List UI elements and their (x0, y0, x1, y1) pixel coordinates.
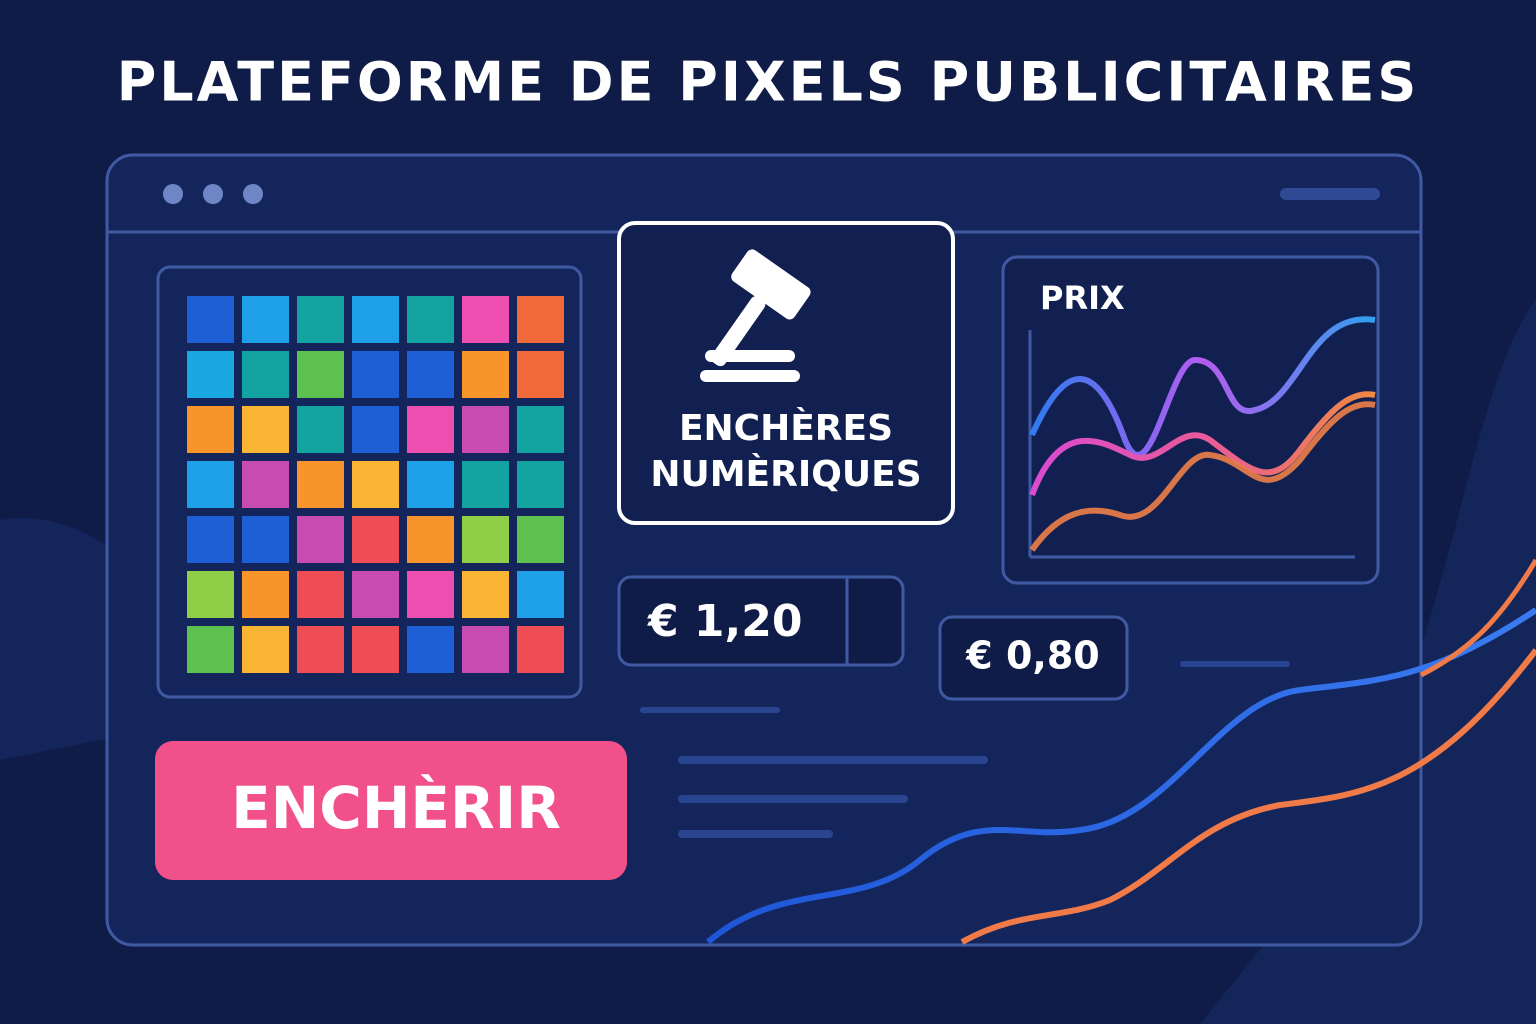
window-bar (1280, 188, 1380, 200)
pixel-cell[interactable] (242, 461, 289, 508)
pixel-cell[interactable] (462, 406, 509, 453)
pixel-cell[interactable] (462, 626, 509, 673)
bid-button-label[interactable]: ENCHÈRIR (231, 773, 561, 842)
pixel-cell[interactable] (352, 626, 399, 673)
pixel-cell[interactable] (352, 571, 399, 618)
pixel-cell[interactable] (517, 571, 564, 618)
pixel-cell[interactable] (242, 296, 289, 343)
pixel-cell[interactable] (517, 406, 564, 453)
pixel-cell[interactable] (407, 571, 454, 618)
pixel-cell[interactable] (462, 571, 509, 618)
pixel-cell[interactable] (517, 296, 564, 343)
pixel-cell[interactable] (407, 406, 454, 453)
pixel-cell[interactable] (517, 461, 564, 508)
window-dot (203, 184, 223, 204)
pixel-cell[interactable] (407, 626, 454, 673)
pixel-cell[interactable] (517, 351, 564, 398)
pixel-cell[interactable] (297, 406, 344, 453)
pixel-cell[interactable] (352, 406, 399, 453)
bg-line (960, 648, 1536, 945)
chart-line (1029, 316, 1376, 458)
bg-line (706, 607, 1536, 945)
page-title: PLATEFORME DE PIXELS PUBLICITAIRES (117, 51, 1420, 114)
placeholder-bar (678, 795, 908, 803)
pixel-cell[interactable] (517, 516, 564, 563)
pixel-cell[interactable] (407, 461, 454, 508)
chart-line (1029, 391, 1376, 497)
pixel-cell[interactable] (297, 351, 344, 398)
pixel-grid[interactable] (187, 296, 564, 673)
pixel-cell[interactable] (462, 296, 509, 343)
pixel-cell[interactable] (242, 571, 289, 618)
pixel-cell[interactable] (297, 626, 344, 673)
price-chart-panel (1001, 255, 1380, 585)
pixel-cell[interactable] (242, 351, 289, 398)
pixel-cell[interactable] (242, 516, 289, 563)
pixel-cell[interactable] (297, 516, 344, 563)
pixel-cell[interactable] (242, 626, 289, 673)
placeholder-bar (640, 707, 780, 713)
placeholder-bar (678, 830, 833, 838)
gavel-icon (700, 249, 811, 382)
pixel-cell[interactable] (352, 516, 399, 563)
pixel-cell[interactable] (187, 351, 234, 398)
bg-wave (1200, 300, 1536, 1024)
auction-line: NUMÈRIQUES (650, 453, 921, 495)
pixel-cell[interactable] (462, 351, 509, 398)
pixel-cell[interactable] (297, 461, 344, 508)
pixel-cell[interactable] (242, 406, 289, 453)
pixel-cell[interactable] (462, 516, 509, 563)
bg-line (1419, 558, 1536, 678)
pixel-cell[interactable] (187, 516, 234, 563)
pixel-cell[interactable] (187, 626, 234, 673)
pixel-cell[interactable] (352, 296, 399, 343)
auction-line: ENCHÈRES (679, 407, 893, 449)
chart-line (1029, 401, 1376, 552)
pixel-cell[interactable] (297, 571, 344, 618)
bid-button[interactable] (155, 741, 627, 880)
placeholder-bar (1180, 661, 1290, 667)
pixel-cell[interactable] (187, 406, 234, 453)
pixel-cell[interactable] (407, 351, 454, 398)
pixel-cell[interactable] (407, 296, 454, 343)
pixel-cell[interactable] (517, 626, 564, 673)
price-value: € 1,20 (647, 596, 803, 647)
price-chart-label: PRIX (1040, 279, 1125, 317)
pixel-cell[interactable] (352, 351, 399, 398)
pixel-cell[interactable] (187, 296, 234, 343)
pixel-cell[interactable] (407, 516, 454, 563)
pixel-cell[interactable] (187, 571, 234, 618)
pixel-cell[interactable] (462, 461, 509, 508)
price-value: € 0,80 (965, 634, 1099, 678)
pixel-cell[interactable] (187, 461, 234, 508)
window-dot (163, 184, 183, 204)
price-box (938, 615, 1129, 701)
placeholder-bar (678, 756, 988, 764)
pixel-cell[interactable] (297, 296, 344, 343)
price-box (617, 575, 905, 667)
window-dot (243, 184, 263, 204)
pixel-cell[interactable] (352, 461, 399, 508)
